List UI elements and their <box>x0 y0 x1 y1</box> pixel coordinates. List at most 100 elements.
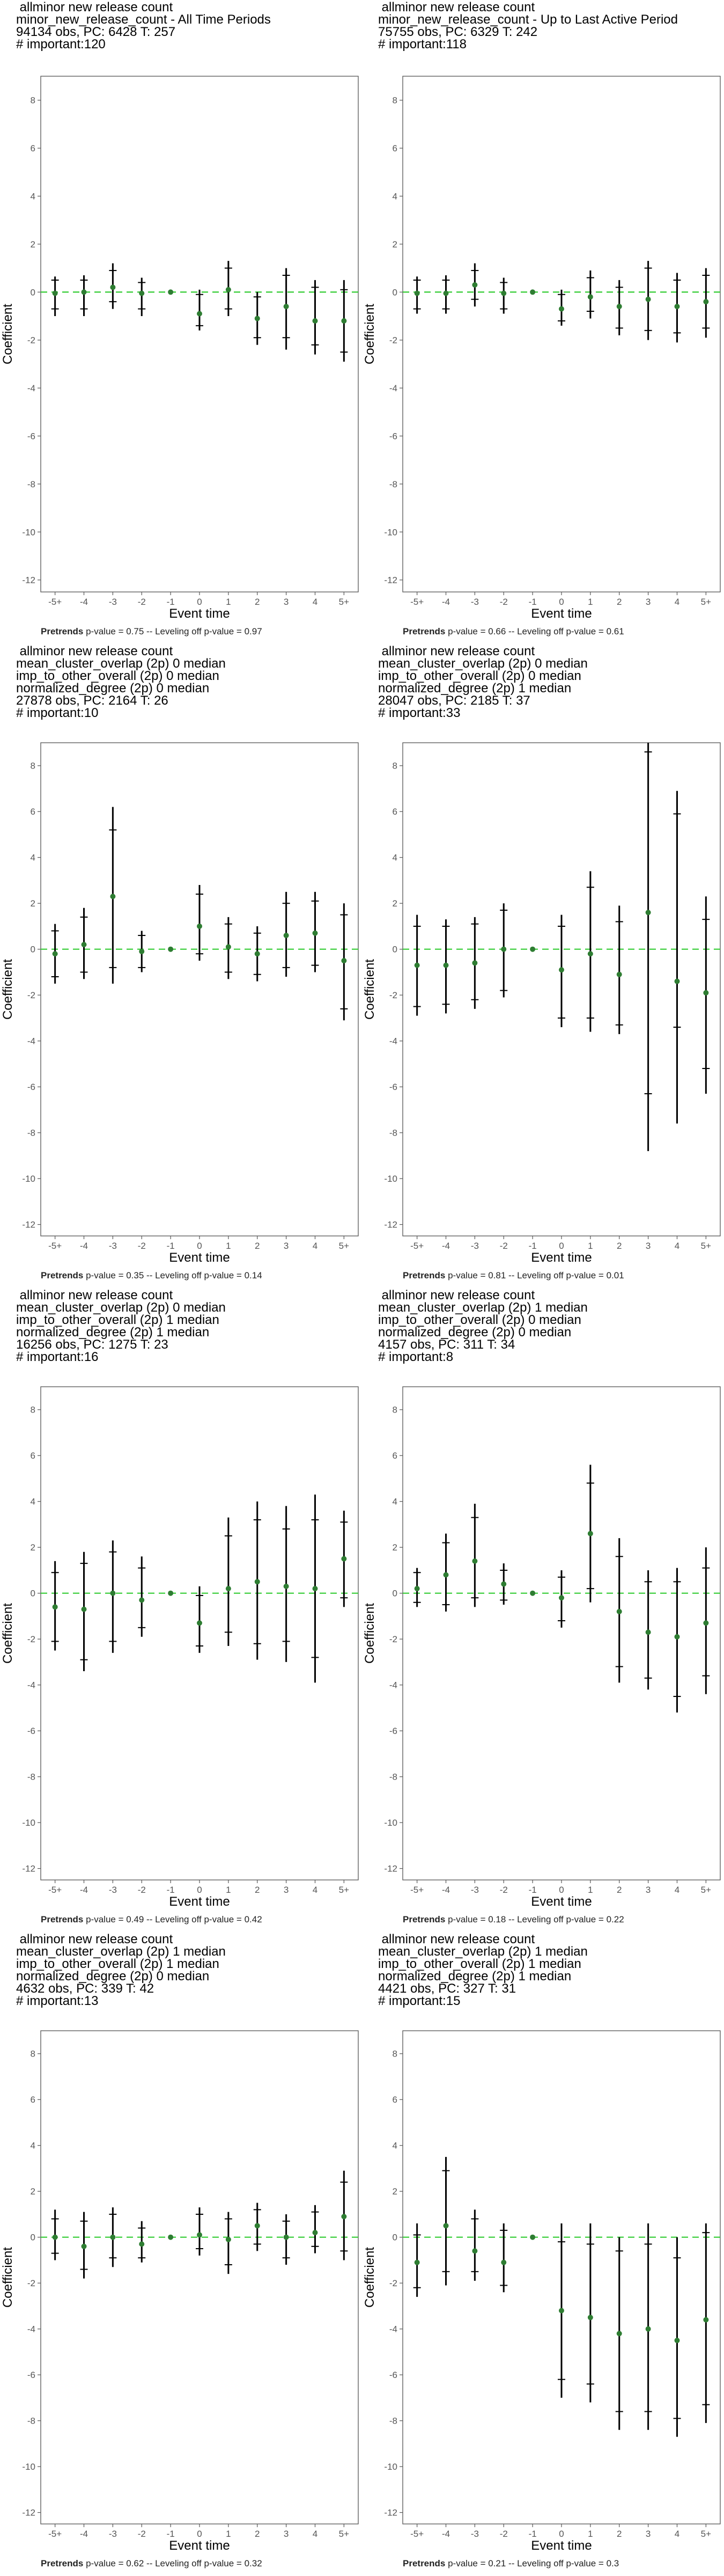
x-axis-title: Event time <box>531 1894 592 1909</box>
x-tick-label: -3 <box>109 1241 117 1251</box>
y-tick-label: -12 <box>384 1864 397 1874</box>
coefficient-point <box>559 1595 564 1601</box>
x-tick-label: 5+ <box>339 2529 349 2539</box>
y-tick-label: -6 <box>27 431 35 441</box>
x-tick-label: 2 <box>255 2529 260 2539</box>
x-axis-title: Event time <box>531 2538 592 2553</box>
coefficient-point <box>559 967 564 973</box>
coefficient-point <box>110 284 116 290</box>
x-tick-label: -4 <box>80 1885 88 1895</box>
coefficient-point <box>225 2236 231 2242</box>
coefficient-point <box>197 923 202 929</box>
x-tick-label: -2 <box>138 1241 146 1251</box>
y-tick-label: 2 <box>393 898 397 909</box>
y-tick-label: -4 <box>27 2324 35 2334</box>
y-tick-label: -12 <box>384 575 397 586</box>
y-tick-label: 2 <box>31 898 35 909</box>
y-tick-label: -6 <box>389 1726 397 1736</box>
coefficient-point <box>472 282 478 288</box>
chart-title-line: normalized_degree (2p) 1 median <box>16 1325 210 1340</box>
y-tick-label: 4 <box>393 1497 397 1507</box>
chart-title-line: 27878 obs, PC: 2164 T: 26 <box>16 693 168 708</box>
y-tick-label: 8 <box>393 2049 397 2059</box>
x-axis-title: Event time <box>169 606 230 621</box>
y-axis-title: Coefficient <box>1 1603 15 1664</box>
x-tick-label: -5+ <box>48 597 62 607</box>
y-tick-label: -10 <box>22 1174 35 1184</box>
y-tick-label: 4 <box>31 191 35 201</box>
pvalue-footer: Pretrends p-value = 0.21 -- Leveling off… <box>403 2558 619 2569</box>
pvalue-footer-text: p-value = 0.75 -- Leveling off p-value =… <box>83 626 262 636</box>
y-tick-label: 6 <box>393 807 397 817</box>
y-tick-label: 2 <box>31 239 35 250</box>
y-tick-label: 2 <box>393 239 397 250</box>
y-tick-label: 6 <box>393 2095 397 2105</box>
y-tick-label: 4 <box>393 191 397 201</box>
x-tick-label: -4 <box>442 1885 450 1895</box>
coefficient-point <box>414 290 420 296</box>
y-tick-label: -2 <box>389 1634 397 1644</box>
x-tick-label: 1 <box>588 597 593 607</box>
y-tick-label: 0 <box>393 945 397 955</box>
x-tick-label: -3 <box>471 1885 479 1895</box>
y-tick-label: 6 <box>393 143 397 153</box>
chart-title-line: allminor new release count <box>16 644 173 658</box>
coefficient-point <box>341 2214 347 2220</box>
chart-title: allminor new release count mean_cluster_o… <box>378 644 588 720</box>
y-tick-label: -6 <box>27 2370 35 2380</box>
x-tick-label: 2 <box>617 2529 622 2539</box>
y-tick-label: -12 <box>384 1220 397 1230</box>
y-tick-label: -10 <box>22 527 35 537</box>
x-tick-label: 2 <box>255 1885 260 1895</box>
x-tick-label: 0 <box>559 2529 564 2539</box>
coefficient-point <box>254 316 260 321</box>
chart-title-line: # important:33 <box>378 706 461 720</box>
chart-title-line: allminor new release count <box>378 644 535 658</box>
x-tick-label: 4 <box>675 2529 679 2539</box>
y-tick-label: -2 <box>389 335 397 346</box>
x-tick-label: 5+ <box>701 1241 711 1251</box>
chart-title-line: mean_cluster_overlap (2p) 0 median <box>16 656 226 671</box>
y-tick-label: -6 <box>389 431 397 441</box>
chart-title-line: 4157 obs, PC: 311 T: 34 <box>378 1337 515 1352</box>
chart-panel: allminor new release count mean_cluster_o… <box>362 1932 724 2576</box>
coefficient-point <box>530 946 536 952</box>
coefficient-point <box>341 958 347 964</box>
chart-title-line: normalized_degree (2p) 1 median <box>378 681 572 696</box>
coefficient-point <box>645 2326 651 2332</box>
pvalue-footer-text: p-value = 0.35 -- Leveling off p-value =… <box>83 1270 262 1280</box>
y-tick-label: 0 <box>31 1589 35 1599</box>
y-tick-label: 8 <box>393 96 397 106</box>
x-tick-label: 0 <box>197 1885 202 1895</box>
y-tick-label: 6 <box>31 143 35 153</box>
chart-title-line: minor_new_release_count - All Time Perio… <box>16 12 271 27</box>
chart-title-line: 75755 obs, PC: 6329 T: 242 <box>378 25 538 39</box>
chart-title: allminor new release count minor_new_rele… <box>378 1 678 51</box>
x-tick-label: -4 <box>442 2529 450 2539</box>
coefficient-point <box>52 290 58 296</box>
pvalue-footer: Pretrends p-value = 0.49 -- Leveling off… <box>41 1914 262 1925</box>
y-tick-label: 2 <box>393 2186 397 2197</box>
chart-title-line: normalized_degree (2p) 1 median <box>378 1969 572 1984</box>
chart-title-line: imp_to_other_overall (2p) 1 median <box>378 1957 581 1971</box>
x-tick-label: -2 <box>138 2529 146 2539</box>
coefficient-point <box>110 1590 116 1596</box>
x-tick-label: 1 <box>226 2529 231 2539</box>
plot-frame <box>40 76 359 592</box>
x-tick-label: -4 <box>80 1241 88 1251</box>
x-tick-label: 4 <box>313 1885 317 1895</box>
plot-frame <box>402 1386 721 1880</box>
x-tick-label: -3 <box>471 597 479 607</box>
x-tick-label: -1 <box>167 1241 175 1251</box>
y-tick-label: 8 <box>31 2049 35 2059</box>
chart-title-line: mean_cluster_overlap (2p) 1 median <box>16 1944 226 1959</box>
pvalue-footer-text: p-value = 0.81 -- Leveling off p-value =… <box>445 1270 624 1280</box>
y-tick-label: -2 <box>27 990 35 1000</box>
coefficient-point <box>616 971 622 977</box>
x-tick-label: 0 <box>197 2529 202 2539</box>
coefficient-point <box>225 287 231 292</box>
coefficient-point <box>254 1579 260 1585</box>
x-tick-label: 4 <box>313 1241 317 1251</box>
x-tick-label: -2 <box>500 1241 508 1251</box>
chart-title-line: normalized_degree (2p) 0 median <box>378 1325 572 1340</box>
